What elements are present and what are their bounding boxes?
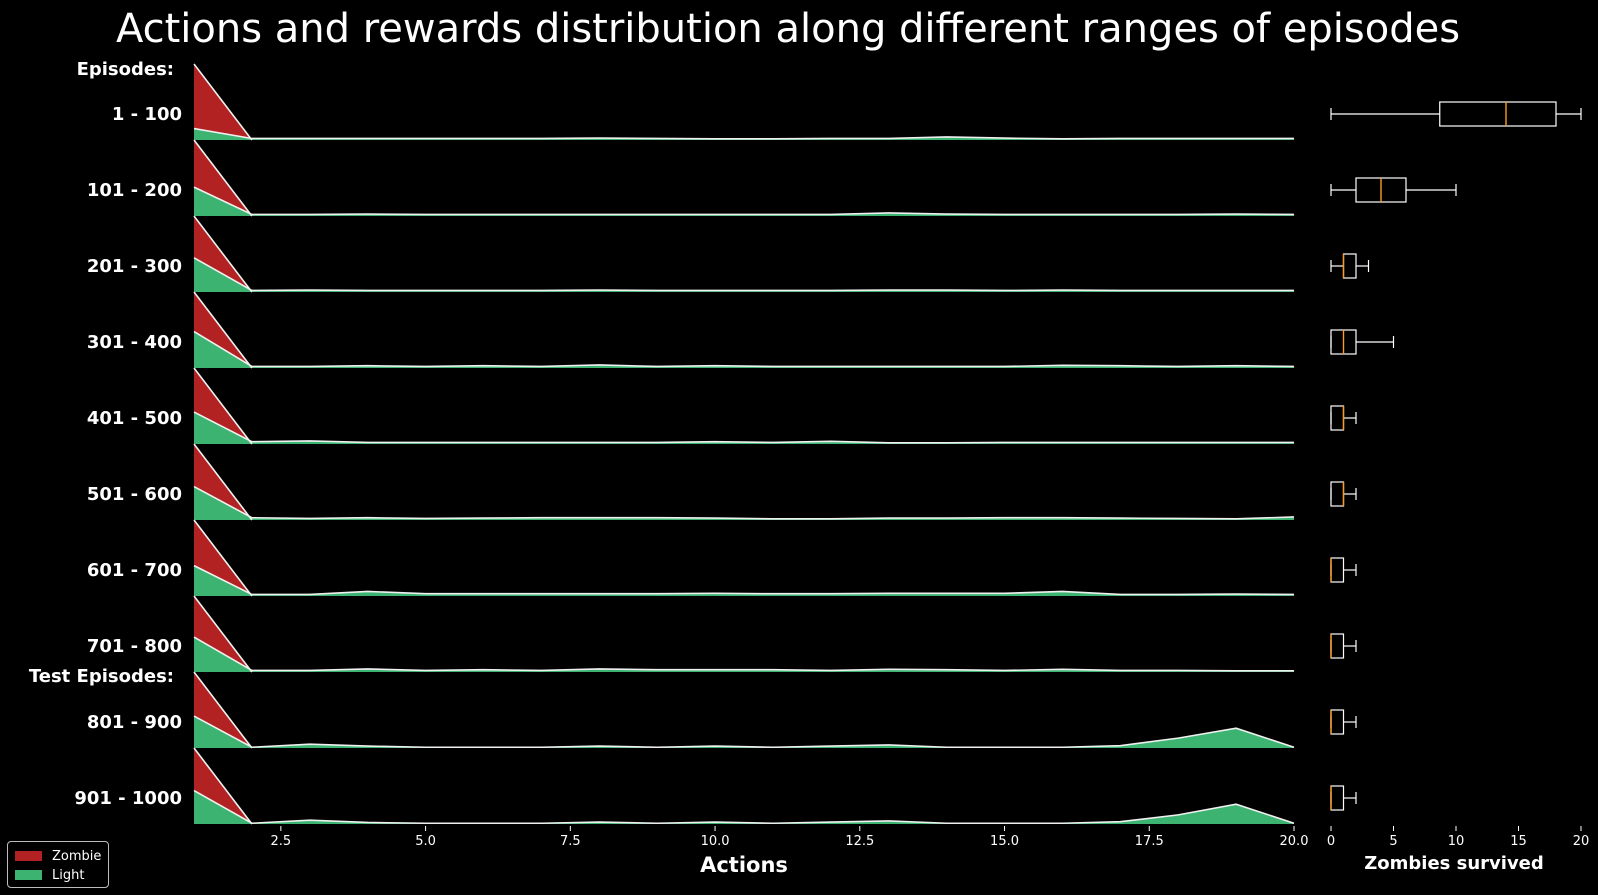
row-label-601-700: 601 - 700	[87, 560, 182, 581]
light-line-1-100	[193, 127, 1294, 140]
zombie-line-301-400	[193, 291, 253, 369]
light-line-701-800	[193, 636, 1294, 672]
light-area-401-500	[194, 412, 1294, 444]
zombie-line-501-600	[193, 443, 253, 521]
actions-tick-label-17.5: 17.5	[1135, 834, 1164, 849]
zombie-line-601-700	[193, 519, 253, 597]
ridge-rows: 1 - 100 101 - 200 201 - 300 301 - 400 401 - …	[74, 63, 1295, 825]
actions-tick-label-20.0: 20.0	[1280, 834, 1309, 849]
light-area-901-1000	[194, 790, 1294, 824]
box-1-100	[1439, 101, 1557, 127]
row-label-101-200: 101 - 200	[87, 180, 182, 201]
actions-tick-label-7.5: 7.5	[560, 834, 581, 849]
light-line-801-900	[193, 715, 1295, 749]
zombies-tick-label-20: 20	[1573, 834, 1590, 849]
actions-tick-label-2.5: 2.5	[270, 834, 291, 849]
light-area-501-600	[194, 486, 1294, 520]
row-label-301-400: 301 - 400	[87, 332, 182, 353]
legend-item-zombie: Zombie	[15, 848, 101, 864]
row-label-501-600: 501 - 600	[87, 484, 182, 505]
light-area-101-200	[194, 187, 1294, 216]
legend-item-light: Light	[15, 867, 84, 883]
legend: Zombie Light	[7, 841, 109, 888]
row-label-901-1000: 901 - 1000	[74, 788, 182, 809]
actions-tick-label-10.0: 10.0	[701, 834, 730, 849]
light-line-301-400	[193, 330, 1295, 368]
zombie-line-401-500	[193, 367, 253, 445]
zombies-tick-label-10: 10	[1448, 834, 1465, 849]
row-label-201-300: 201 - 300	[87, 256, 182, 277]
zombies-tick-label-5: 5	[1389, 834, 1397, 849]
zombies-tick-label-15: 15	[1510, 834, 1527, 849]
light-area-801-900	[194, 716, 1294, 748]
light-line-401-500	[193, 411, 1294, 444]
box-801-900	[1330, 709, 1345, 735]
test-episodes-group-label: Test Episodes:	[29, 666, 174, 687]
actions-tick-label-5.0: 5.0	[415, 834, 436, 849]
actions-tick-label-15.0: 15.0	[990, 834, 1019, 849]
actions-axis-label: Actions	[700, 853, 788, 877]
box-601-700	[1330, 557, 1345, 583]
zombie-line-901-1000	[193, 747, 253, 825]
box-501-600	[1330, 481, 1345, 507]
light-line-601-700	[193, 564, 1295, 596]
box-701-800	[1330, 633, 1345, 659]
zombies-survived-axis-label: Zombies survived	[1364, 853, 1544, 874]
light-line-901-1000	[193, 789, 1295, 825]
row-label-701-800: 701 - 800	[87, 636, 182, 657]
light-area-301-400	[194, 331, 1294, 368]
zombie-line-101-200	[193, 139, 253, 217]
actions-x-axis: 2.5 5.0 7.5 10.0 12.5 15.0 17.5 20.0	[270, 826, 1308, 849]
zombie-line-201-300	[193, 215, 253, 293]
light-area-701-800	[194, 637, 1294, 672]
legend-label-zombie: Zombie	[52, 848, 102, 864]
zombie-line-1-100	[193, 63, 253, 141]
zombies-x-axis: 0 5 10 15 20	[1327, 826, 1589, 849]
box-401-500	[1330, 405, 1345, 431]
light-line-101-200	[193, 186, 1295, 216]
episodes-group-label: Episodes:	[77, 59, 174, 80]
zombies-tick-label-0: 0	[1327, 834, 1335, 849]
zombie-line-801-900	[193, 671, 253, 749]
boxplot-rows	[1330, 101, 1582, 811]
legend-swatch-zombie	[15, 851, 42, 861]
box-901-1000	[1330, 785, 1345, 811]
zombie-line-701-800	[193, 595, 253, 673]
box-201-300	[1342, 253, 1357, 279]
legend-swatch-light	[15, 870, 42, 880]
row-label-1-100: 1 - 100	[112, 104, 182, 125]
row-label-401-500: 401 - 500	[87, 408, 182, 429]
chart-title: Actions and rewards distribution along d…	[116, 6, 1460, 52]
legend-label-light: Light	[52, 867, 85, 883]
actions-tick-label-12.5: 12.5	[845, 834, 874, 849]
light-area-201-300	[194, 257, 1294, 292]
light-line-201-300	[193, 257, 1294, 292]
light-line-501-600	[193, 485, 1295, 520]
row-label-801-900: 801 - 900	[87, 712, 182, 733]
